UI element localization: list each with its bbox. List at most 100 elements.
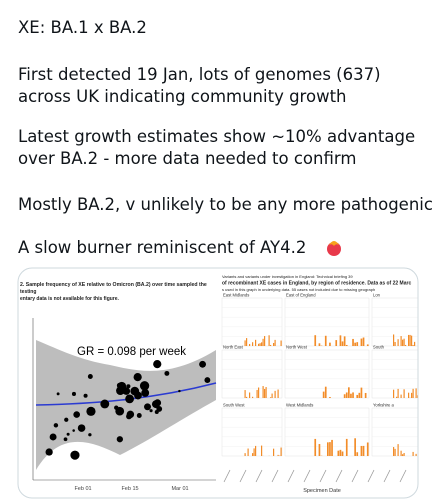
bar — [415, 388, 417, 398]
dot — [116, 436, 123, 443]
panel — [284, 349, 370, 399]
bar — [324, 335, 327, 346]
bar — [403, 452, 405, 456]
bar — [350, 393, 352, 398]
dot — [71, 391, 76, 396]
dot — [53, 423, 59, 428]
bar — [255, 445, 257, 456]
dot — [66, 432, 70, 436]
bar — [412, 451, 414, 456]
bar — [412, 344, 414, 346]
bar — [420, 342, 421, 346]
bar — [264, 388, 266, 398]
bar — [403, 389, 405, 398]
tweet-paragraph: First detected 19 Jan, lots of genomes (… — [18, 64, 381, 108]
bar — [360, 387, 363, 398]
bar — [411, 392, 413, 398]
bar — [244, 390, 246, 398]
panel — [284, 297, 370, 347]
bar — [259, 343, 261, 346]
bar — [252, 453, 254, 456]
bar — [412, 388, 414, 398]
bar — [274, 339, 276, 346]
x-label: Mar 01 — [171, 486, 188, 492]
bar — [343, 394, 346, 398]
dot — [153, 360, 162, 369]
bar — [318, 444, 321, 456]
date-tick-mark — [239, 469, 247, 483]
date-tick-mark — [351, 469, 359, 483]
dot — [115, 406, 125, 416]
text-line: over BA.2 - more data needed to confirm — [18, 149, 357, 168]
bar — [244, 340, 246, 346]
panel-label: North West — [286, 345, 308, 350]
bar — [354, 438, 356, 456]
bar — [324, 386, 327, 398]
bar — [394, 448, 396, 456]
panel-label: South West — [223, 403, 245, 408]
bar — [431, 339, 432, 346]
confidence-band — [36, 340, 216, 470]
bar — [339, 335, 342, 346]
emoji-face — [327, 242, 341, 256]
text-line: Mostly BA.2, v unlikely to be any more p… — [18, 195, 433, 214]
bar — [356, 394, 359, 398]
bar — [400, 394, 402, 398]
bar — [345, 344, 348, 346]
bar — [246, 396, 248, 398]
bar — [400, 450, 402, 456]
dot — [63, 437, 68, 442]
bar — [352, 338, 354, 346]
tweet-paragraph: Latest growth estimates show ~10% advant… — [18, 126, 415, 170]
bar — [258, 387, 260, 398]
bar — [429, 397, 430, 398]
bar — [422, 388, 423, 398]
bar — [423, 393, 424, 398]
image-border — [17, 267, 419, 499]
dot — [88, 433, 92, 437]
bar — [262, 386, 264, 398]
image-header: of recombinant XE cases in England, by r… — [222, 281, 411, 287]
dot — [178, 389, 181, 393]
tweet-paragraph: XE: BA.1 x BA.2 — [18, 17, 147, 39]
bar — [405, 344, 407, 346]
bar — [339, 449, 342, 456]
text-line: XE: BA.1 x BA.2 — [18, 18, 147, 37]
panel — [371, 407, 418, 457]
bar — [400, 336, 402, 346]
bar — [402, 454, 404, 456]
date-tick-mark — [367, 469, 375, 483]
dot — [77, 424, 86, 432]
dot — [151, 400, 160, 409]
bar — [345, 438, 348, 456]
dot — [164, 370, 170, 376]
bar — [252, 396, 254, 398]
bar — [411, 335, 413, 346]
bar — [366, 344, 369, 346]
dot — [72, 429, 75, 432]
image-header: testing — [20, 289, 36, 295]
panel-label: West Midlands — [286, 403, 313, 408]
bar — [364, 392, 367, 398]
bar — [329, 442, 331, 456]
bar — [277, 389, 279, 398]
dot — [126, 410, 135, 419]
bar — [393, 389, 395, 398]
date-tick-mark — [271, 469, 279, 483]
panel-label: South — [373, 345, 385, 350]
bar — [348, 387, 350, 398]
panel — [371, 349, 418, 399]
image-header: entary data is not available for this fi… — [20, 296, 120, 302]
bar — [341, 451, 344, 456]
bar — [255, 339, 257, 346]
x-title: Specimen Date — [303, 488, 341, 494]
bar — [270, 344, 272, 346]
media-group: 2. Sample frequency of XE relative to Om… — [18, 268, 432, 498]
bar — [253, 448, 255, 456]
dot — [139, 381, 150, 391]
panel-label: Yorkshire a — [373, 403, 394, 408]
bar — [265, 387, 267, 398]
bar — [423, 340, 424, 346]
bar — [362, 445, 365, 456]
bar — [393, 447, 395, 456]
